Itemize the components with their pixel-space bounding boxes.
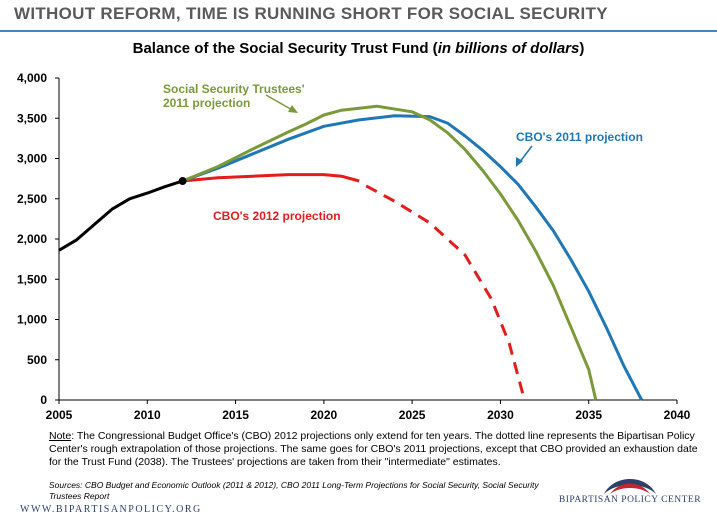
x-tick-label: 2015: [222, 408, 249, 422]
y-tick-label: 500: [27, 353, 47, 367]
trust-fund-chart: 2005 2010 2015 2020 2025 2030 2035 2040 0 500 1,00…: [17, 71, 691, 422]
series-line-2: [365, 184, 525, 397]
headline: WITHOUT REFORM, TIME IS RUNNING SHORT FO…: [14, 4, 608, 23]
x-tick-label: 2040: [664, 408, 691, 422]
x-tick-label: 2005: [46, 408, 73, 422]
x-tick-label: 2030: [487, 408, 514, 422]
x-tick-label: 2020: [311, 408, 338, 422]
x-tick-label: 2010: [134, 408, 161, 422]
y-tick-label: 1,500: [17, 272, 47, 286]
chart-lines: [58, 104, 644, 401]
y-tick-label: 4,000: [17, 71, 47, 85]
series-line-0: [58, 179, 184, 252]
y-tick-label: 1,000: [17, 313, 47, 327]
y-tick-label: 0: [40, 393, 47, 407]
annotation-cbo2011-arrowhead: [516, 157, 523, 167]
series-line-1: [182, 173, 360, 183]
note-label: Note: [49, 430, 72, 442]
y-tick-label: 2,500: [17, 192, 47, 206]
series-line-3: [182, 114, 644, 401]
chart-annotations: Social Security Trustees' 2011 projectio…: [163, 82, 643, 223]
y-tick-label: 3,500: [17, 111, 47, 125]
header-rule: [0, 30, 717, 32]
annotation-trustees-line1: Social Security Trustees': [163, 82, 305, 96]
website-link[interactable]: WWW.BIPARTISANPOLICY.ORG: [20, 504, 202, 515]
annotation-cbo2011: CBO's 2011 projection: [516, 130, 643, 144]
x-tick-label: 2035: [575, 408, 602, 422]
y-tick-label: 2,000: [17, 232, 47, 246]
note-text: : The Congressional Budget Office's (CBO…: [49, 430, 698, 468]
annotation-cbo2012: CBO's 2012 projection: [213, 209, 341, 223]
junction-point: [178, 177, 187, 186]
chart-title: Balance of the Social Security Trust Fun…: [132, 40, 585, 57]
annotation-trustees-arrow: [265, 94, 295, 112]
chart-axes: 2005 2010 2015 2020 2025 2030 2035 2040 0 500 1,00…: [17, 71, 691, 422]
org-name: BIPARTISAN POLICY CENTER: [558, 495, 702, 505]
annotation-trustees-arrowhead: [288, 105, 298, 113]
y-tick-label: 3,000: [17, 152, 47, 166]
chart-title-main: Balance of the Social Security Trust Fun…: [132, 40, 429, 57]
chart-title-unit: in billions of dollars: [437, 40, 580, 57]
annotation-trustees-line2: 2011 projection: [163, 96, 250, 110]
footnote: Note: The Congressional Budget Office's …: [49, 430, 699, 469]
series-line-4: [182, 104, 598, 401]
x-tick-label: 2025: [399, 408, 426, 422]
sources: Sources: CBO Budget and Economic Outlook…: [49, 480, 539, 501]
bpc-logo-icon: [604, 479, 656, 494]
